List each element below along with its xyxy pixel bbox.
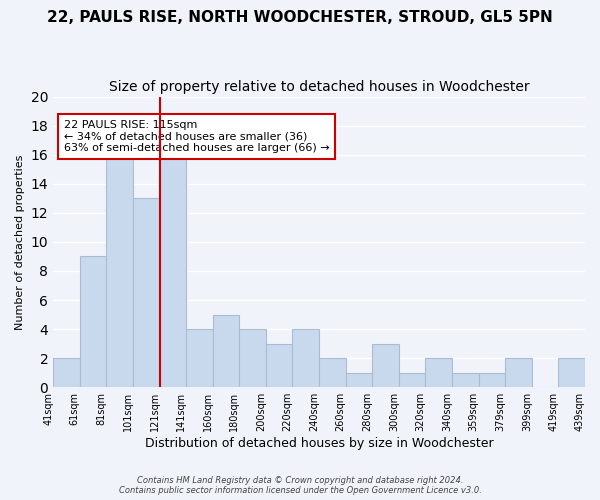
Bar <box>346 372 372 387</box>
Bar <box>133 198 160 387</box>
Bar <box>53 358 80 387</box>
Title: Size of property relative to detached houses in Woodchester: Size of property relative to detached ho… <box>109 80 529 94</box>
Bar <box>106 140 133 387</box>
Bar <box>559 358 585 387</box>
Text: 22 PAULS RISE: 115sqm
← 34% of detached houses are smaller (36)
63% of semi-deta: 22 PAULS RISE: 115sqm ← 34% of detached … <box>64 120 329 153</box>
X-axis label: Distribution of detached houses by size in Woodchester: Distribution of detached houses by size … <box>145 437 493 450</box>
Text: 22, PAULS RISE, NORTH WOODCHESTER, STROUD, GL5 5PN: 22, PAULS RISE, NORTH WOODCHESTER, STROU… <box>47 10 553 25</box>
Bar <box>239 329 266 387</box>
Bar <box>505 358 532 387</box>
Bar <box>399 372 425 387</box>
Bar <box>319 358 346 387</box>
Text: Contains HM Land Registry data © Crown copyright and database right 2024.
Contai: Contains HM Land Registry data © Crown c… <box>119 476 481 495</box>
Y-axis label: Number of detached properties: Number of detached properties <box>15 154 25 330</box>
Bar <box>452 372 479 387</box>
Bar <box>80 256 106 387</box>
Bar <box>266 344 292 387</box>
Bar <box>160 154 186 387</box>
Bar <box>292 329 319 387</box>
Bar <box>372 344 399 387</box>
Bar <box>479 372 505 387</box>
Bar <box>425 358 452 387</box>
Bar <box>213 314 239 387</box>
Bar <box>186 329 213 387</box>
